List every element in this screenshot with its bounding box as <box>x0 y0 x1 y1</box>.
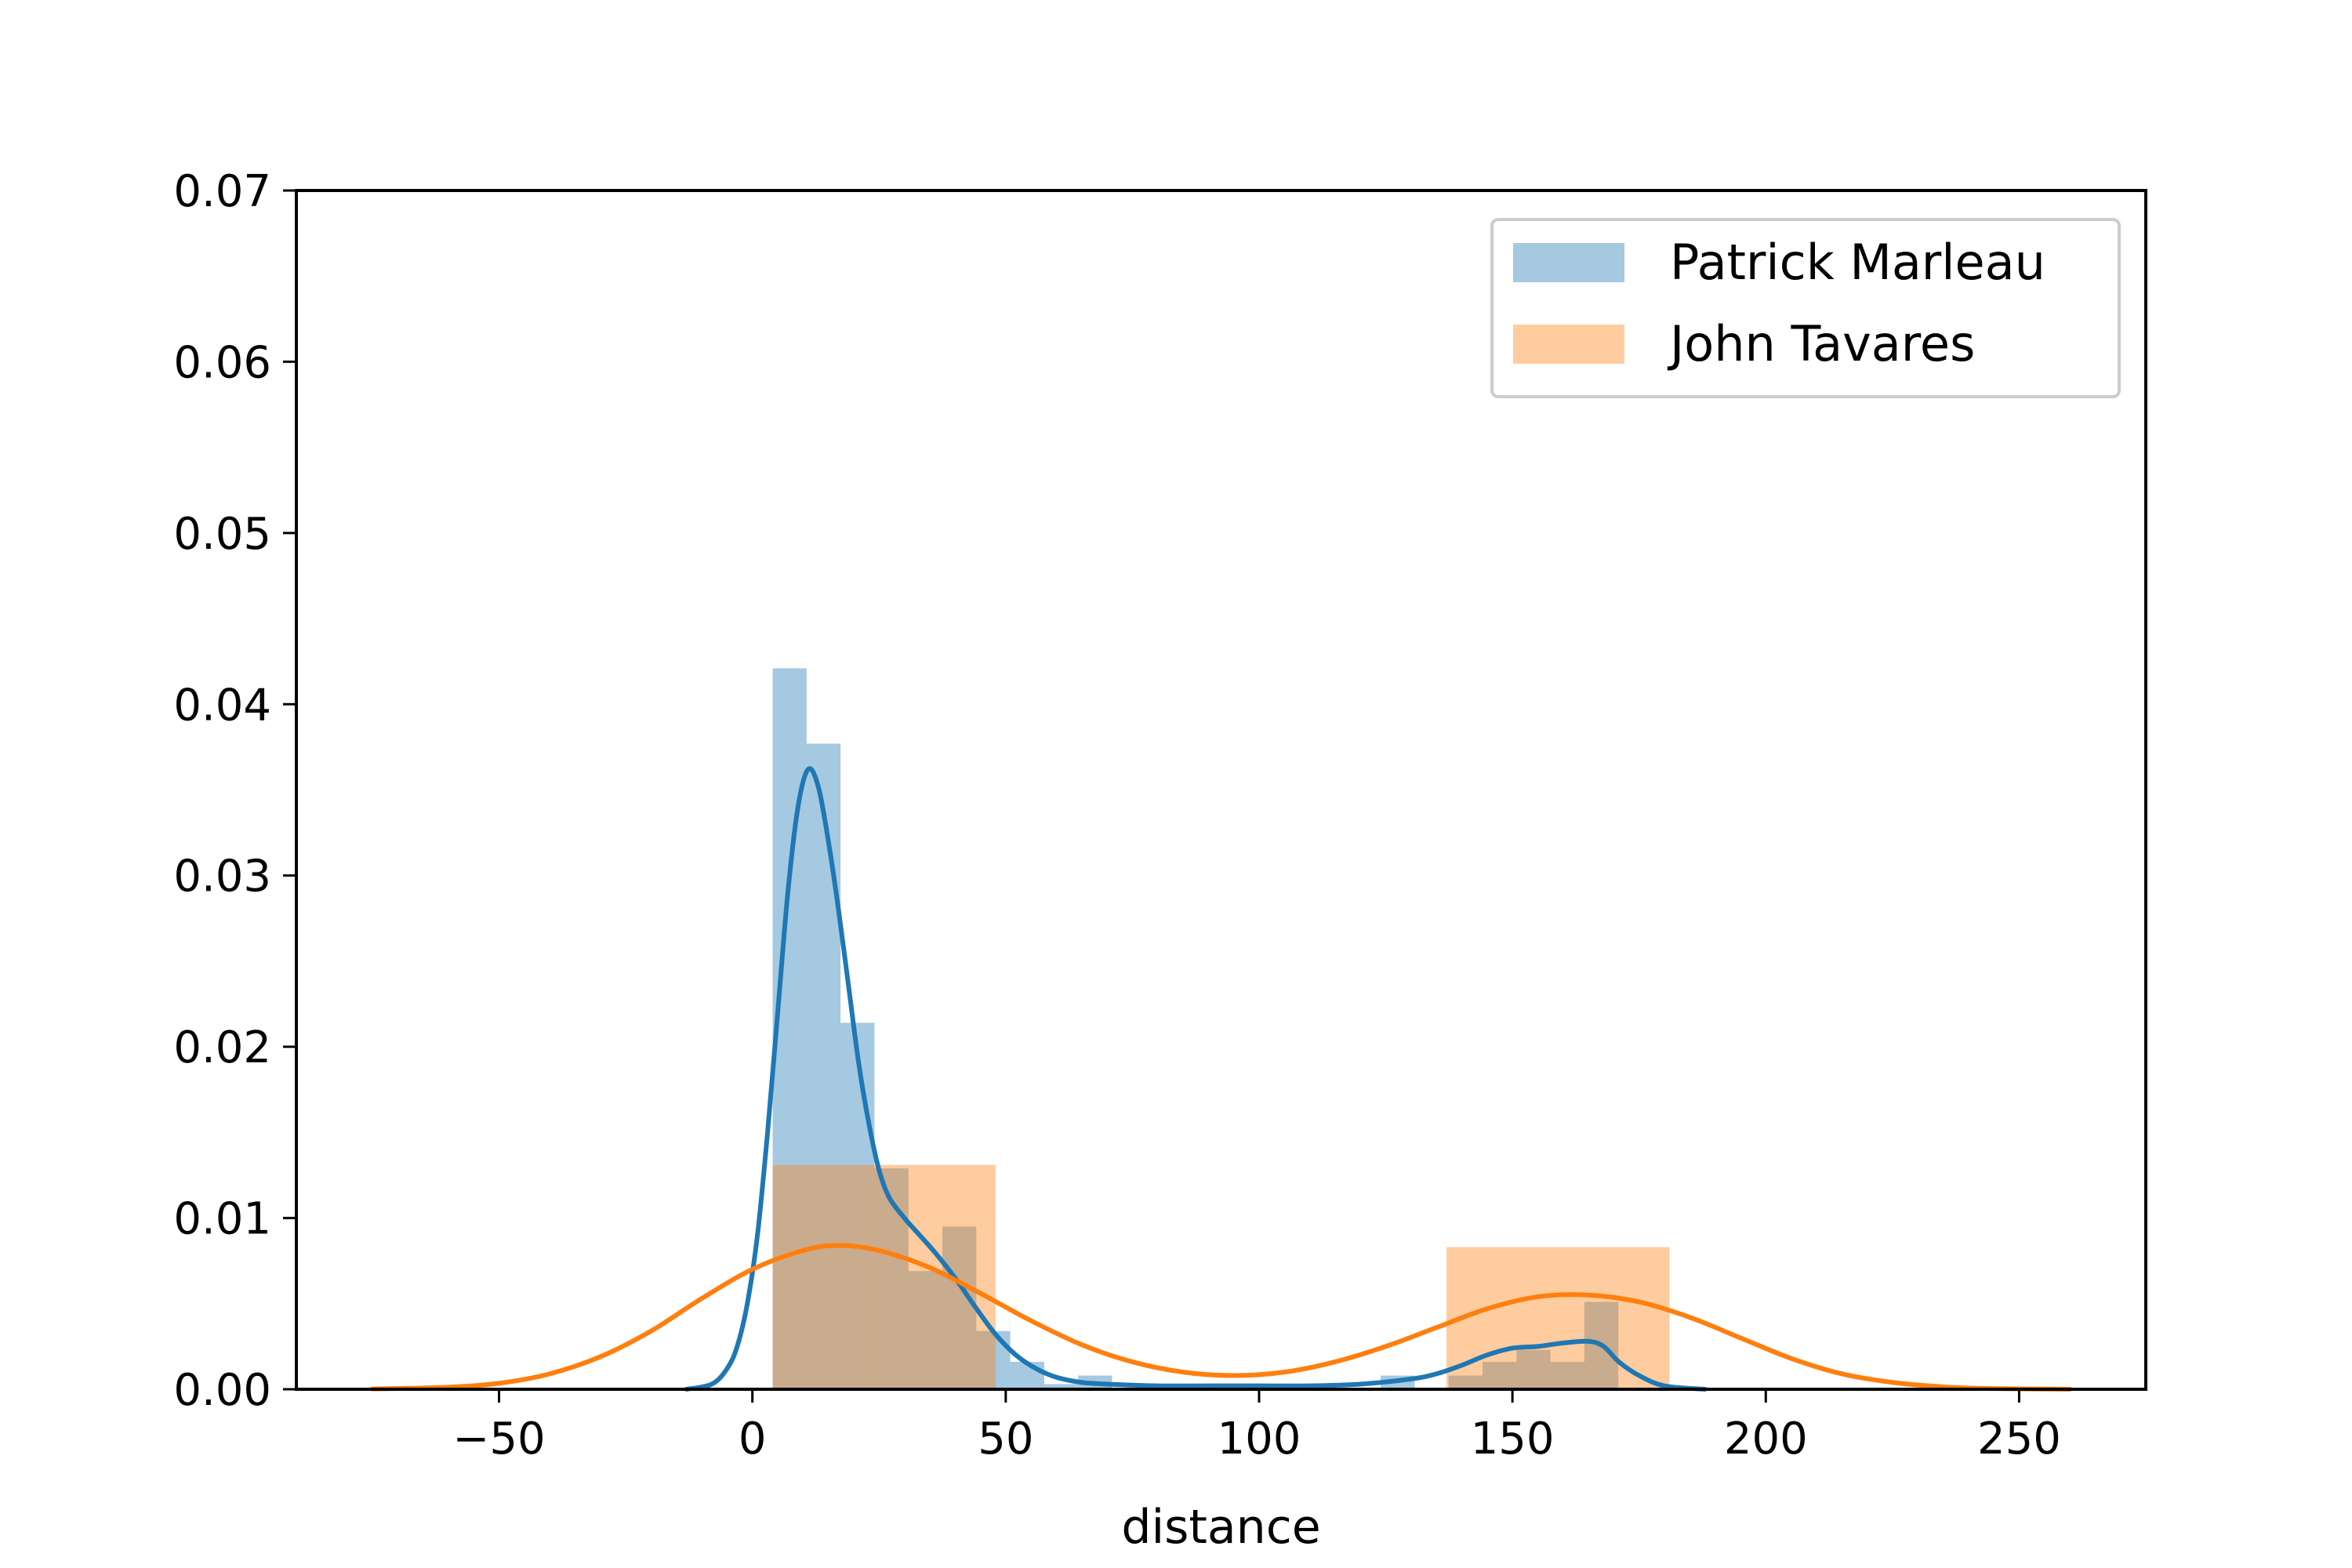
kde-curves <box>369 766 2073 1392</box>
bar-marleau-4 <box>908 1271 943 1389</box>
x-tick-label: 50 <box>978 1414 1033 1465</box>
y-axis: 0.00 0.01 0.02 0.03 0.04 0.05 0.06 0.07 <box>173 166 296 1416</box>
legend-swatch-tavares <box>1513 325 1624 364</box>
y-tick-label: 0.07 <box>173 166 271 217</box>
y-tick-label: 0.03 <box>173 851 271 902</box>
kde-line-tavares <box>369 1243 2073 1392</box>
bar-marleau-5 <box>942 1226 977 1389</box>
y-tick-label: 0.04 <box>173 680 271 731</box>
y-tick-label: 0.02 <box>173 1022 271 1073</box>
x-axis-label: distance <box>1121 1500 1320 1555</box>
x-tick-label: 100 <box>1218 1414 1301 1465</box>
plot-frame <box>295 189 2147 1391</box>
bar-marleau-13 <box>1516 1349 1551 1389</box>
bar-marleau-7 <box>1010 1362 1044 1389</box>
legend-swatch-marleau <box>1513 243 1624 282</box>
x-tick-label: 0 <box>739 1414 767 1465</box>
bar-tavares-0 <box>772 1164 996 1389</box>
y-tick-label: 0.06 <box>173 337 271 388</box>
bar-marleau-1 <box>806 743 841 1389</box>
x-tick-label: 200 <box>1724 1414 1808 1465</box>
y-tick-label: 0.01 <box>173 1194 271 1245</box>
legend: Patrick Marleau John Tavares <box>1490 218 2121 398</box>
bar-marleau-8 <box>1044 1384 1079 1389</box>
bar-tavares-3 <box>1446 1247 1670 1389</box>
kde-line-marleau <box>684 766 1708 1392</box>
legend-label-tavares: John Tavares <box>1667 315 1975 372</box>
x-tick-label: −50 <box>452 1414 545 1465</box>
bar-marleau-2 <box>840 1022 875 1389</box>
bar-marleau-11 <box>1448 1375 1483 1389</box>
y-tick-label: 0.00 <box>173 1365 271 1416</box>
bar-marleau-14 <box>1550 1362 1584 1389</box>
bar-marleau-12 <box>1482 1362 1517 1389</box>
x-tick-label: 250 <box>1977 1414 2061 1465</box>
y-tick-label: 0.05 <box>173 509 271 560</box>
bar-marleau-6 <box>976 1330 1011 1389</box>
x-axis: −50 0 50 100 150 200 250 <box>452 1389 2061 1465</box>
histogram-bars <box>772 668 1670 1389</box>
x-tick-label: 150 <box>1471 1414 1555 1465</box>
legend-box <box>1490 218 2121 398</box>
legend-label-marleau: Patrick Marleau <box>1670 234 2045 291</box>
